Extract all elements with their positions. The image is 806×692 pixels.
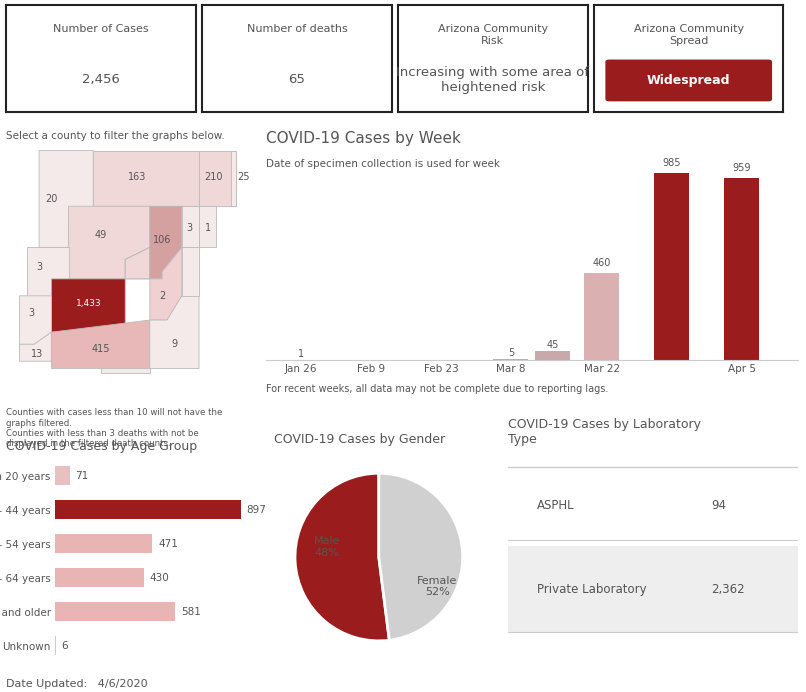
Bar <box>725 178 759 360</box>
Wedge shape <box>295 473 389 641</box>
Text: Date of specimen collection is used for week: Date of specimen collection is used for … <box>266 159 500 169</box>
Bar <box>55 568 144 587</box>
Text: 471: 471 <box>158 538 178 549</box>
Text: Increasing with some area of
heightened risk: Increasing with some area of heightened … <box>397 66 589 94</box>
Text: 2,362: 2,362 <box>711 583 745 596</box>
Polygon shape <box>150 206 182 279</box>
Polygon shape <box>19 332 52 361</box>
Polygon shape <box>52 320 150 368</box>
Polygon shape <box>69 206 150 279</box>
Text: COVID-19 Cases by Age Group: COVID-19 Cases by Age Group <box>6 440 197 453</box>
Bar <box>654 173 689 360</box>
Text: 210: 210 <box>205 172 223 182</box>
Text: COVID-19 Cases by Laboratory
Type: COVID-19 Cases by Laboratory Type <box>508 419 700 446</box>
Bar <box>584 273 620 360</box>
Text: 45: 45 <box>546 340 559 350</box>
Polygon shape <box>150 248 182 320</box>
Text: 13: 13 <box>31 349 43 359</box>
Text: COVID-19 Cases by Week: COVID-19 Cases by Week <box>266 131 461 147</box>
Text: Arizona Community
Spread: Arizona Community Spread <box>634 24 744 46</box>
Text: 1,433: 1,433 <box>76 298 101 308</box>
Text: Date Updated:   4/6/2020: Date Updated: 4/6/2020 <box>6 679 148 689</box>
Bar <box>55 500 241 519</box>
Text: 71: 71 <box>75 471 89 480</box>
Text: 9: 9 <box>172 339 177 349</box>
Text: 3: 3 <box>36 262 42 272</box>
Wedge shape <box>379 473 463 640</box>
Bar <box>55 466 69 485</box>
Polygon shape <box>27 248 69 296</box>
Text: 1: 1 <box>298 349 304 359</box>
Text: 163: 163 <box>128 172 147 182</box>
Bar <box>55 636 56 655</box>
Text: 3: 3 <box>186 223 193 233</box>
Text: Private Laboratory: Private Laboratory <box>537 583 646 596</box>
Text: 2,456: 2,456 <box>82 73 120 86</box>
Polygon shape <box>199 151 236 206</box>
Text: 25: 25 <box>237 172 250 182</box>
Text: ASPHL: ASPHL <box>537 499 575 512</box>
FancyBboxPatch shape <box>605 60 772 102</box>
Text: 415: 415 <box>91 344 110 354</box>
Bar <box>493 359 529 360</box>
Text: 49: 49 <box>94 230 106 240</box>
Polygon shape <box>125 248 150 279</box>
Text: Male
48%: Male 48% <box>314 536 340 558</box>
Text: 897: 897 <box>247 504 266 515</box>
Text: 1: 1 <box>205 223 210 233</box>
Bar <box>508 471 798 540</box>
Text: 2: 2 <box>159 291 165 301</box>
Polygon shape <box>199 206 216 248</box>
Polygon shape <box>182 206 199 248</box>
Text: 581: 581 <box>181 606 201 617</box>
Polygon shape <box>93 151 199 206</box>
Text: Counties with cases less than 10 will not have the
graphs filtered.
Counties wit: Counties with cases less than 10 will no… <box>6 408 222 448</box>
Bar <box>535 352 571 360</box>
Text: COVID-19 Cases by Gender: COVID-19 Cases by Gender <box>274 433 445 446</box>
Text: Select a county to filter the graphs below.: Select a county to filter the graphs bel… <box>6 131 225 141</box>
Text: Number of deaths: Number of deaths <box>247 24 347 34</box>
Polygon shape <box>182 248 199 296</box>
Text: Female
52%: Female 52% <box>418 576 458 597</box>
Text: For recent weeks, all data may not be complete due to reporting lags.: For recent weeks, all data may not be co… <box>266 384 609 394</box>
Polygon shape <box>52 248 150 332</box>
Bar <box>55 534 152 553</box>
Text: 985: 985 <box>663 158 681 168</box>
Text: 6: 6 <box>61 641 69 650</box>
Text: 20: 20 <box>45 194 57 204</box>
Polygon shape <box>231 151 236 206</box>
Text: 959: 959 <box>733 163 751 173</box>
Text: 5: 5 <box>508 348 514 358</box>
Text: Widespread: Widespread <box>647 74 730 87</box>
Text: 430: 430 <box>150 572 169 583</box>
Polygon shape <box>19 296 52 345</box>
Text: 3: 3 <box>29 308 35 318</box>
Polygon shape <box>150 296 199 368</box>
Polygon shape <box>101 368 150 373</box>
Text: 65: 65 <box>289 73 305 86</box>
Text: Number of Cases: Number of Cases <box>53 24 149 34</box>
Text: 106: 106 <box>153 235 172 245</box>
Bar <box>55 602 175 621</box>
Bar <box>508 547 798 632</box>
Text: Arizona Community
Risk: Arizona Community Risk <box>438 24 548 46</box>
Text: 94: 94 <box>711 499 726 512</box>
Polygon shape <box>39 151 93 248</box>
Text: 460: 460 <box>592 257 611 268</box>
